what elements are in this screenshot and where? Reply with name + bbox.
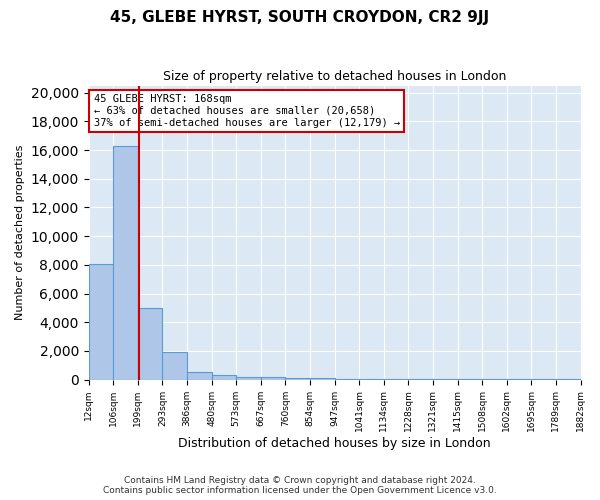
Bar	[384, 379, 409, 380]
Text: Contains HM Land Registry data © Crown copyright and database right 2024.
Contai: Contains HM Land Registry data © Crown c…	[103, 476, 497, 495]
Bar	[286, 378, 310, 380]
Title: Size of property relative to detached houses in London: Size of property relative to detached ho…	[163, 70, 506, 83]
Bar	[409, 379, 433, 380]
Text: 45, GLEBE HYRST, SOUTH CROYDON, CR2 9JJ: 45, GLEBE HYRST, SOUTH CROYDON, CR2 9JJ	[110, 10, 490, 25]
Bar	[261, 378, 286, 380]
Bar	[138, 308, 163, 380]
Bar	[187, 372, 212, 380]
Bar	[310, 378, 335, 380]
Bar	[163, 352, 187, 380]
Text: 45 GLEBE HYRST: 168sqm
← 63% of detached houses are smaller (20,658)
37% of semi: 45 GLEBE HYRST: 168sqm ← 63% of detached…	[94, 94, 400, 128]
Bar	[236, 376, 261, 380]
Bar	[89, 264, 113, 380]
Bar	[335, 378, 359, 380]
Bar	[359, 379, 384, 380]
Bar	[113, 146, 138, 380]
Bar	[212, 376, 236, 380]
Y-axis label: Number of detached properties: Number of detached properties	[15, 145, 25, 320]
X-axis label: Distribution of detached houses by size in London: Distribution of detached houses by size …	[178, 437, 491, 450]
